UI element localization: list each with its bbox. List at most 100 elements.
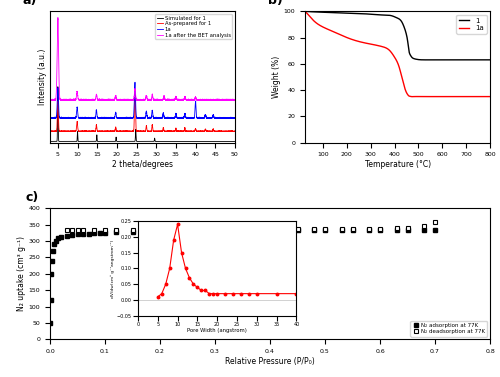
N₂ adsorption at 77K — [146, 230, 152, 234]
N₂ deadsorption at 77K — [157, 228, 163, 232]
N₂ deadsorption at 77K — [350, 227, 356, 231]
1a — [168, 116, 173, 120]
1a — [482, 94, 488, 99]
N₂ deadsorption at 77K — [421, 224, 427, 229]
1a after the BET analysis — [80, 98, 86, 103]
Simulated for 1 — [84, 139, 89, 144]
Legend: N₂ adsorption at 77K, N₂ deadsorption at 77K: N₂ adsorption at 77K, N₂ deadsorption at… — [410, 321, 487, 337]
X-axis label: Temperature (°C): Temperature (°C) — [364, 160, 430, 169]
1 — [302, 9, 308, 14]
1a — [448, 94, 454, 99]
Simulated for 1 — [118, 139, 124, 144]
As-prepared for 1 — [199, 129, 205, 133]
Line: N₂ deadsorption at 77K: N₂ deadsorption at 77K — [64, 220, 438, 233]
Line: Simulated for 1: Simulated for 1 — [50, 87, 235, 141]
N₂ adsorption at 77K — [404, 228, 410, 232]
N₂ adsorption at 77K — [184, 229, 190, 233]
Simulated for 1 — [199, 139, 205, 144]
Line: 1a: 1a — [50, 82, 235, 118]
N₂ deadsorption at 77K — [168, 228, 174, 232]
N₂ deadsorption at 77K — [228, 227, 234, 232]
N₂ adsorption at 77K — [240, 228, 246, 233]
N₂ deadsorption at 77K — [69, 228, 75, 233]
N₂ adsorption at 77K — [80, 232, 86, 236]
N₂ deadsorption at 77K — [184, 228, 190, 232]
N₂ adsorption at 77K — [48, 258, 54, 263]
Text: a): a) — [22, 0, 36, 8]
Line: 1a: 1a — [305, 11, 490, 97]
1a — [48, 116, 54, 121]
1a — [118, 115, 124, 120]
1a after the BET analysis — [47, 98, 53, 103]
N₂ adsorption at 77K — [91, 231, 97, 236]
Legend: Simulated for 1, As-prepared for 1, 1a, 1a after the BET analysis: Simulated for 1, As-prepared for 1, 1a, … — [155, 14, 232, 40]
Y-axis label: N₂ uptake (cm³ g⁻¹): N₂ uptake (cm³ g⁻¹) — [17, 236, 26, 311]
N₂ adsorption at 77K — [74, 232, 80, 237]
1a after the BET analysis — [55, 15, 61, 20]
N₂ adsorption at 77K — [432, 228, 438, 232]
Y-axis label: Weight (%): Weight (%) — [272, 56, 281, 98]
Text: c): c) — [26, 191, 39, 204]
N₂ adsorption at 77K — [421, 228, 427, 232]
1 — [312, 10, 318, 14]
N₂ adsorption at 77K — [52, 239, 59, 243]
N₂ deadsorption at 77K — [294, 227, 300, 232]
N₂ deadsorption at 77K — [377, 227, 383, 231]
Line: N₂ adsorption at 77K: N₂ adsorption at 77K — [48, 228, 438, 325]
As-prepared for 1 — [232, 129, 238, 133]
1a — [232, 115, 238, 120]
N₂ adsorption at 77K — [86, 231, 91, 236]
1a — [132, 80, 138, 84]
Line: As-prepared for 1: As-prepared for 1 — [50, 93, 235, 132]
N₂ deadsorption at 77K — [284, 227, 290, 232]
N₂ adsorption at 77K — [130, 230, 136, 234]
X-axis label: Relative Pressure (P/P₀): Relative Pressure (P/P₀) — [225, 357, 315, 366]
1a — [392, 56, 398, 60]
N₂ adsorption at 77K — [64, 233, 70, 238]
N₂ deadsorption at 77K — [212, 227, 218, 232]
N₂ deadsorption at 77K — [322, 227, 328, 232]
N₂ adsorption at 77K — [48, 271, 54, 276]
1a — [80, 116, 86, 120]
N₂ deadsorption at 77K — [338, 227, 344, 232]
As-prepared for 1 — [168, 129, 173, 133]
N₂ adsorption at 77K — [50, 248, 56, 253]
Simulated for 1 — [185, 139, 191, 144]
1a after the BET analysis — [118, 98, 124, 102]
Text: b): b) — [268, 0, 283, 8]
Simulated for 1 — [47, 139, 53, 144]
N₂ adsorption at 77K — [394, 228, 400, 232]
1 — [487, 58, 493, 62]
1a after the BET analysis — [232, 98, 238, 102]
Y-axis label: Intensity (a.u.): Intensity (a.u.) — [38, 49, 47, 105]
N₂ deadsorption at 77K — [74, 228, 80, 233]
1a after the BET analysis — [47, 98, 53, 102]
1a — [409, 94, 415, 99]
N₂ adsorption at 77K — [267, 228, 273, 233]
1a — [312, 19, 318, 24]
N₂ adsorption at 77K — [168, 229, 174, 233]
1 — [423, 58, 429, 62]
1 — [482, 58, 488, 62]
Line: 1: 1 — [305, 11, 490, 60]
N₂ adsorption at 77K — [338, 228, 344, 232]
N₂ adsorption at 77K — [48, 298, 54, 302]
N₂ adsorption at 77K — [294, 228, 300, 233]
N₂ deadsorption at 77K — [404, 225, 410, 230]
N₂ adsorption at 77K — [377, 228, 383, 232]
As-prepared for 1 — [47, 129, 53, 133]
1a — [47, 116, 53, 121]
N₂ deadsorption at 77K — [240, 227, 246, 232]
Simulated for 1 — [80, 139, 86, 144]
N₂ deadsorption at 77K — [80, 228, 86, 232]
As-prepared for 1 — [47, 129, 53, 134]
1 — [448, 58, 454, 62]
N₂ adsorption at 77K — [51, 242, 57, 247]
1 — [387, 13, 393, 18]
N₂ deadsorption at 77K — [311, 227, 317, 232]
1a — [487, 94, 493, 99]
As-prepared for 1 — [118, 129, 124, 134]
N₂ deadsorption at 77K — [196, 228, 202, 232]
Simulated for 1 — [158, 139, 164, 144]
As-prepared for 1 — [185, 129, 191, 134]
